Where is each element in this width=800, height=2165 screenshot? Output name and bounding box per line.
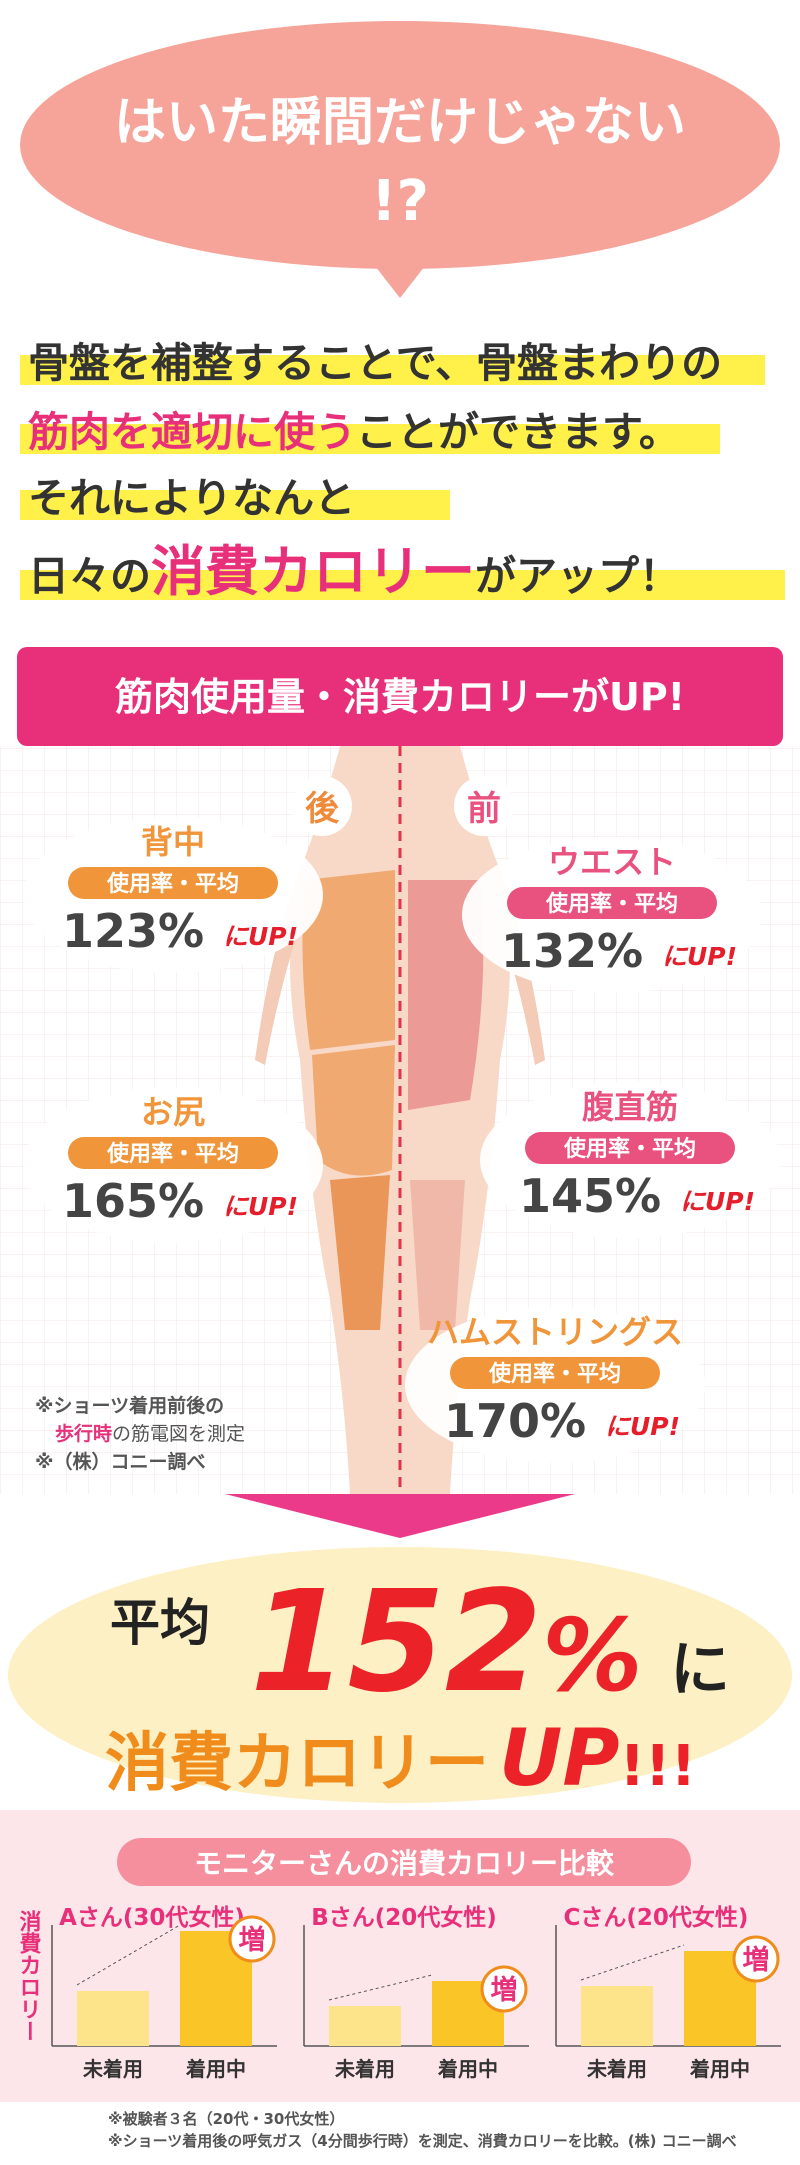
label-pill <box>68 1137 278 1169</box>
muscle-label: 使用率・平均 <box>563 1136 696 1162</box>
note-highlight: 歩行時 <box>55 1422 112 1445</box>
muscle-suffix: にUP! <box>223 922 298 951</box>
bar-label: 着用中 <box>689 2057 750 2081</box>
label-circle <box>454 776 514 836</box>
muscle-value: 123% <box>62 904 204 958</box>
result-line2: 消費カロリー UP!!! <box>105 1714 696 1804</box>
result-number: 152% <box>250 1561 642 1724</box>
result-particle: に <box>670 1635 730 1705</box>
highlight <box>20 490 450 520</box>
result-exclaim: !!! <box>620 1734 697 1799</box>
body-illustration <box>255 746 545 1494</box>
intro-line: 筋肉を適切に使うことができます。 <box>28 408 680 456</box>
result-percent: % <box>542 1597 642 1714</box>
highlight <box>20 424 720 454</box>
muscle-suffix: にUP! <box>223 1192 298 1221</box>
muscle-name: 腹直筋 <box>582 1088 678 1126</box>
highlight <box>20 570 785 600</box>
muscle-name: ハムストリングス <box>427 1313 683 1351</box>
bar-label: 未着用 <box>83 2057 143 2081</box>
footnote: ※ショーツ着用後の呼気ガス（4分間歩行時）を測定、消費カロリーを比較。(株) コ… <box>108 2132 737 2150</box>
back-label: 後 <box>305 789 340 829</box>
badge-text: 増 <box>491 1974 518 2006</box>
bar-label: 未着用 <box>335 2057 395 2081</box>
banner <box>17 647 783 746</box>
result-line2-text: 消費カロリー <box>105 1727 489 1801</box>
y-axis-label: 消費カロリー <box>16 1910 42 2042</box>
note-text: の筋電図を測定 <box>112 1423 245 1445</box>
result-number-text: 152 <box>250 1561 542 1724</box>
note-line: ※ショーツ着用前後の <box>35 1394 224 1417</box>
intro-highlight: 消費カロリー <box>151 540 475 603</box>
muscle-label: 使用率・平均 <box>545 891 678 917</box>
intro-highlight: 筋肉を適切に使う <box>28 408 356 456</box>
bubble-tail <box>372 262 428 298</box>
badge-text: 増 <box>743 1944 770 1976</box>
muscle-label: 使用率・平均 <box>106 871 239 897</box>
front-label: 前 <box>467 789 501 829</box>
intro-text: 日々の <box>28 552 151 600</box>
muscle-value: 145% <box>519 1169 661 1223</box>
bar-label: 未着用 <box>587 2057 647 2081</box>
label-pill <box>450 1357 660 1389</box>
muscle-name: ウエスト <box>548 843 676 881</box>
muscle-label: 使用率・平均 <box>488 1361 621 1387</box>
label-circle <box>292 776 352 836</box>
bar-before <box>77 1991 149 2046</box>
intro-text: がアップ！ <box>475 552 680 600</box>
intro-text: ことができます。 <box>356 408 680 456</box>
highlight <box>20 355 765 385</box>
badge <box>228 1915 276 1963</box>
muscle-suffix: にUP! <box>605 1412 680 1441</box>
label-pill <box>507 887 717 919</box>
muscle-name: お尻 <box>141 1093 205 1131</box>
arrow <box>225 1494 575 1538</box>
label-pill <box>68 867 278 899</box>
intro-line: 骨盤を補整することで、骨盤まわりの <box>28 339 722 387</box>
speech-bubble <box>20 21 780 269</box>
muscle-suffix: にUP! <box>680 1187 755 1216</box>
result-prefix: 平均 <box>110 1594 210 1652</box>
bar-before <box>581 1986 653 2046</box>
result-ellipse <box>8 1547 792 1803</box>
result-up: UP <box>499 1714 620 1804</box>
label-pill <box>525 1132 735 1164</box>
muscle-suffix: にUP! <box>662 942 737 971</box>
bubble-line: はいた瞬間だけじゃない <box>114 93 686 153</box>
monitor-name: Cさん(20代女性) <box>564 1904 749 1931</box>
badge <box>480 1965 528 2013</box>
bar-label: 着用中 <box>437 2057 498 2081</box>
banner-text: 筋肉使用量・消費カロリーがUP! <box>115 675 685 719</box>
footnote: ※被験者３名（20代・30代女性） <box>108 2110 344 2128</box>
monitor-name: Bさん(20代女性) <box>311 1904 497 1931</box>
bubble-line: !? <box>371 169 429 234</box>
muscle-value: 170% <box>444 1394 586 1448</box>
trend-line <box>580 1944 685 1981</box>
bar-label: 着用中 <box>185 2057 246 2081</box>
comparison-title-pill <box>117 1838 691 1886</box>
muscle-name: 背中 <box>141 823 205 861</box>
intro-line: 日々の消費カロリーがアップ！ <box>28 540 680 603</box>
badge-text: 増 <box>239 1924 266 1956</box>
muscle-value: 132% <box>501 924 643 978</box>
muscle-value: 165% <box>62 1174 204 1228</box>
badge <box>732 1935 780 1983</box>
monitor-name: Aさん(30代女性) <box>59 1904 245 1931</box>
note-line: ※（株）コニー調べ <box>35 1450 205 1473</box>
intro-line: それによりなんと <box>28 474 355 522</box>
comparison-title: モニターさんの消費カロリー比較 <box>194 1847 615 1880</box>
trend-line <box>76 1924 181 1986</box>
bar-before <box>329 2006 401 2046</box>
muscle-label: 使用率・平均 <box>106 1141 239 1167</box>
note-line: 歩行時の筋電図を測定 <box>55 1422 245 1445</box>
